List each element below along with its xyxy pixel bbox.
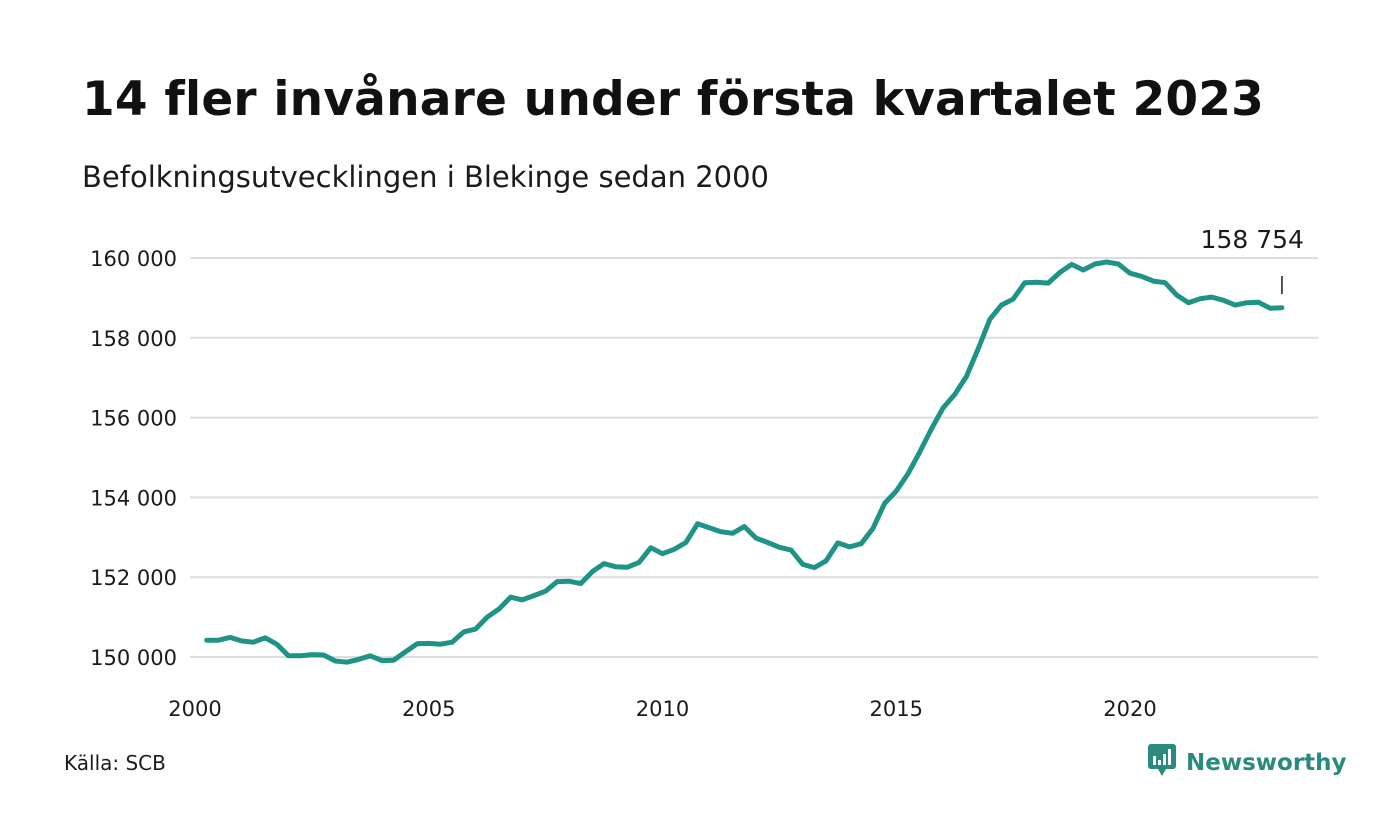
source-note: Källa: SCB [64,751,166,775]
chart-title: 14 fler invånare under första kvartalet … [82,72,1265,127]
y-tick-label: 158 000 [90,327,177,351]
x-axis-ticks: 2000 2005 2010 2015 2020 [168,697,1156,721]
y-tick-label: 152 000 [90,566,177,590]
chart-subtitle: Befolkningsutvecklingen i Blekinge sedan… [82,160,770,194]
x-tick-label: 2010 [636,697,689,721]
series [204,259,1285,665]
y-tick-label: 160 000 [90,247,177,271]
line-chart: 150 000 152 000 154 000 156 000 158 000 160 0… [90,225,1318,721]
brand-name: Newsworthy [1186,749,1347,776]
annotation-label: 158 754 [1201,225,1304,254]
series-line [204,259,1285,665]
brand-logo[interactable]: Newsworthy [1147,743,1347,782]
x-tick-label: 2000 [168,697,221,721]
y-tick-label: 150 000 [90,646,177,670]
y-tick-label: 154 000 [90,486,177,510]
annotations: 158 754 [1201,225,1304,294]
grid-lines [190,257,1318,658]
y-tick-label: 156 000 [90,407,177,431]
y-axis-ticks: 150 000 152 000 154 000 156 000 158 000 160 0… [90,247,177,670]
x-tick-label: 2005 [402,697,455,721]
newsworthy-logo-icon [1147,743,1177,782]
x-tick-label: 2015 [870,697,923,721]
x-tick-label: 2020 [1103,697,1156,721]
